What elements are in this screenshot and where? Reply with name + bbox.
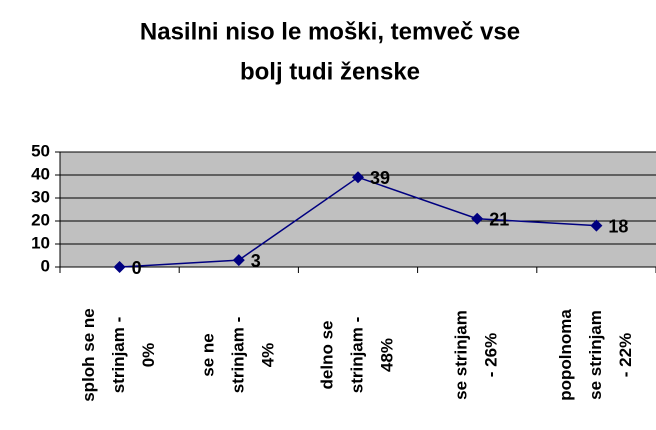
x-tick-label: sploh se ne bbox=[79, 308, 98, 402]
x-tick-label: strinjam - bbox=[228, 317, 247, 394]
x-tick-label: - 22% bbox=[616, 333, 635, 377]
marker bbox=[113, 261, 126, 273]
data-label: 18 bbox=[608, 216, 628, 236]
y-tick-label: 0 bbox=[41, 256, 50, 275]
x-tick-label: strinjam - bbox=[347, 317, 366, 394]
y-tick-label: 40 bbox=[31, 164, 50, 183]
x-tick-label: 4% bbox=[258, 343, 277, 368]
x-tick-label: 48% bbox=[377, 338, 396, 372]
chart-title: bolj tudi ženske bbox=[240, 58, 420, 85]
plot-area bbox=[60, 152, 656, 267]
x-tick-label: - 26% bbox=[482, 333, 501, 377]
x-tick-label: delno se bbox=[317, 321, 336, 390]
y-tick-label: 10 bbox=[31, 233, 50, 252]
marker bbox=[232, 254, 245, 267]
x-tick-label: se strinjam bbox=[452, 310, 471, 400]
data-label: 0 bbox=[132, 258, 142, 278]
x-tick-label: popolnoma bbox=[556, 309, 575, 401]
x-tick-label: se ne bbox=[198, 333, 217, 376]
x-tick-label: strinjam - bbox=[109, 317, 128, 394]
y-tick-label: 20 bbox=[31, 210, 50, 229]
data-label: 39 bbox=[370, 168, 390, 188]
data-label: 21 bbox=[489, 209, 509, 229]
data-label: 3 bbox=[251, 251, 261, 271]
y-tick-label: 50 bbox=[31, 141, 50, 160]
marker bbox=[471, 212, 484, 225]
marker bbox=[590, 219, 603, 232]
x-tick-label: 0% bbox=[139, 343, 158, 368]
y-tick-label: 30 bbox=[31, 187, 50, 206]
chart-title: Nasilni niso le moški, temveč vse bbox=[140, 18, 520, 45]
marker bbox=[352, 171, 364, 184]
x-tick-label: se strinjam bbox=[586, 310, 605, 400]
